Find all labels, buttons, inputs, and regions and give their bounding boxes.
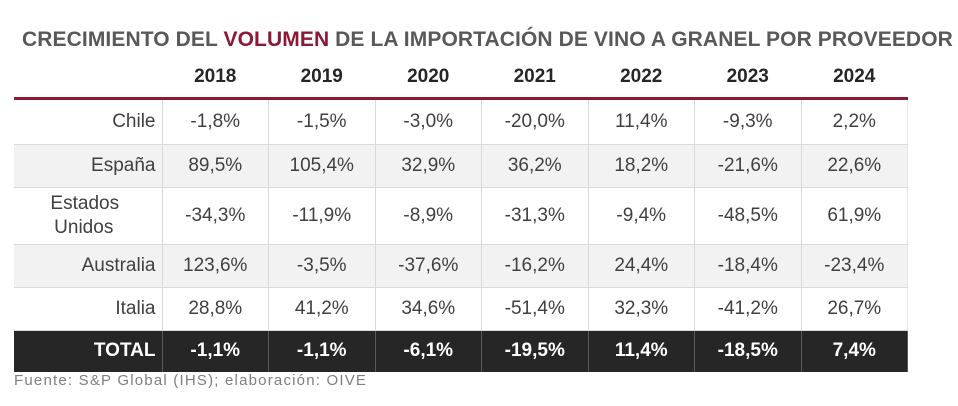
table-cell: -37,6% xyxy=(375,244,482,288)
total-cell: -6,1% xyxy=(375,330,482,372)
total-row: TOTAL -1,1% -1,1% -6,1% -19,5% 11,4% -18,5% 7,4… xyxy=(14,330,908,372)
table-cell: -34,3% xyxy=(162,187,269,245)
year-header-2024: 2024 xyxy=(833,66,876,87)
title-accent: VOLUMEN xyxy=(223,28,330,51)
table-cell: 36,2% xyxy=(481,144,589,188)
column-headers: 2018 2019 2020 2021 2022 2023 2024 xyxy=(162,58,908,96)
row-label: Estados Unidos xyxy=(14,187,163,245)
table-row: Chile -1,8% -1,5% -3,0% -20,0% 11,4% -9,3% 2,2% xyxy=(14,100,908,145)
table-cell: -16,2% xyxy=(481,244,589,288)
title-prefix: CRECIMIENTO DEL xyxy=(22,28,224,51)
year-header-2023: 2023 xyxy=(726,66,769,87)
row-label: España xyxy=(14,144,163,188)
title-suffix: DE LA IMPORTACIÓN DE VINO A GRANEL POR P… xyxy=(329,28,953,51)
table-cell: -8,9% xyxy=(375,187,482,245)
table-row: España 89,5% 105,4% 32,9% 36,2% 18,2% -21,6% 22… xyxy=(14,144,908,188)
chart-title: CRECIMIENTO DEL VOLUMEN DE LA IMPORTACIÓ… xyxy=(22,28,953,52)
table-row: Australia 123,6% -3,5% -37,6% -16,2% 24,4% -18… xyxy=(14,244,908,288)
table-cell: 2,2% xyxy=(801,100,908,145)
total-label: TOTAL xyxy=(14,330,163,372)
table-cell: -31,3% xyxy=(481,187,589,245)
table-cell: 24,4% xyxy=(588,244,695,288)
table-cell: -48,5% xyxy=(694,187,802,245)
total-cell: -1,1% xyxy=(268,330,376,372)
table-row: Estados Unidos -34,3% -11,9% -8,9% -31,3% -9,4… xyxy=(14,187,908,245)
table-cell: 22,6% xyxy=(801,144,908,188)
header-rule xyxy=(14,97,908,100)
table-cell: 26,7% xyxy=(801,287,908,331)
year-header-2022: 2022 xyxy=(620,66,663,87)
table-cell: 34,6% xyxy=(375,287,482,331)
table-cell: -23,4% xyxy=(801,244,908,288)
table-cell: -3,0% xyxy=(375,100,482,145)
table-cell: 123,6% xyxy=(162,244,269,288)
table-cell: 41,2% xyxy=(268,287,376,331)
table-cell: -1,8% xyxy=(162,100,269,145)
table-cell: 18,2% xyxy=(588,144,695,188)
year-header-2018: 2018 xyxy=(194,66,237,87)
table-cell: 28,8% xyxy=(162,287,269,331)
year-header-2021: 2021 xyxy=(513,66,556,87)
table-cell: 89,5% xyxy=(162,144,269,188)
table-cell: 105,4% xyxy=(268,144,376,188)
table-cell: -3,5% xyxy=(268,244,376,288)
year-header-2019: 2019 xyxy=(300,66,343,87)
table-cell: 32,3% xyxy=(588,287,695,331)
table-row: Italia 28,8% 41,2% 34,6% -51,4% 32,3% -41,2% 26… xyxy=(14,287,908,331)
table-cell: -9,3% xyxy=(694,100,802,145)
total-cell: -18,5% xyxy=(694,330,802,372)
table-cell: -1,5% xyxy=(268,100,376,145)
data-table: Chile -1,8% -1,5% -3,0% -20,0% 11,4% -9,3% 2,2%… xyxy=(14,100,908,372)
row-label: Australia xyxy=(14,244,163,288)
total-cell: 11,4% xyxy=(588,330,695,372)
table-cell: -20,0% xyxy=(481,100,589,145)
row-label: Chile xyxy=(14,100,163,145)
table-cell: 61,9% xyxy=(801,187,908,245)
total-cell: -19,5% xyxy=(481,330,589,372)
total-cell: 7,4% xyxy=(801,330,908,372)
year-header-2020: 2020 xyxy=(407,66,450,87)
source-note: Fuente: S&P Global (IHS); elaboración: O… xyxy=(14,372,368,389)
table-cell: -11,9% xyxy=(268,187,376,245)
table-cell: -51,4% xyxy=(481,287,589,331)
table-cell: -18,4% xyxy=(694,244,802,288)
row-label: Italia xyxy=(14,287,163,331)
table-cell: 32,9% xyxy=(375,144,482,188)
table-cell: -9,4% xyxy=(588,187,695,245)
total-cell: -1,1% xyxy=(162,330,269,372)
table-cell: 11,4% xyxy=(588,100,695,145)
table-cell: -21,6% xyxy=(694,144,802,188)
table-cell: -41,2% xyxy=(694,287,802,331)
